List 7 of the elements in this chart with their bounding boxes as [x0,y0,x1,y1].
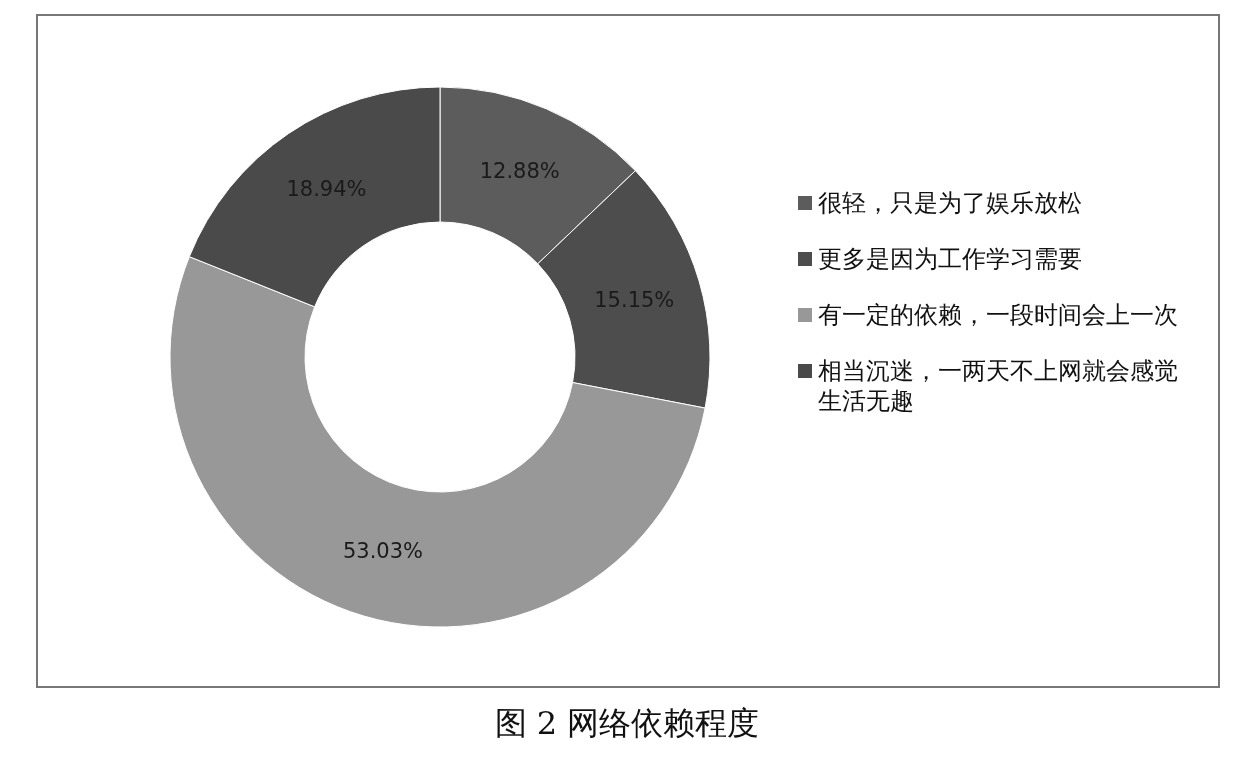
text: 图 2 网络依赖程度 [493,703,761,744]
data-label: 53.03% [342,539,423,564]
legend-label: 更多是因为工作学习需要 [818,244,1083,274]
legend-label: 相当沉迷，一两天不上网就会感觉生活无趣 [818,356,1178,416]
legend-label: 很轻，只是为了娱乐放松 [818,188,1083,218]
legend-label: 有一定的依赖，一段时间会上一次 [818,300,1178,330]
data-label: 12.88% [479,158,560,183]
